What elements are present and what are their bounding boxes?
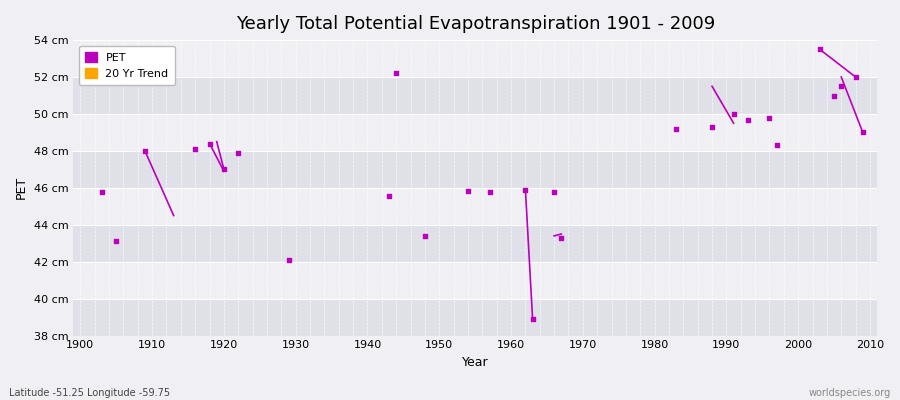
Point [418,233,432,239]
Bar [73,151,878,188]
Point [741,116,755,123]
Point [482,188,497,195]
Point [188,146,202,152]
Point [389,70,403,76]
Bar [73,77,878,114]
Bar [73,299,878,336]
Point [217,166,231,172]
Point [554,234,569,241]
X-axis label: Year: Year [462,356,489,369]
Title: Yearly Total Potential Evapotranspiration 1901 - 2009: Yearly Total Potential Evapotranspiratio… [236,15,715,33]
Point [770,142,784,148]
Point [669,126,683,132]
Legend: PET, 20 Yr Trend: PET, 20 Yr Trend [78,46,176,86]
Text: worldspecies.org: worldspecies.org [809,388,891,398]
Point [461,188,475,194]
Point [726,111,741,117]
Point [138,148,152,154]
Point [526,316,540,322]
Text: Latitude -51.25 Longitude -59.75: Latitude -51.25 Longitude -59.75 [9,388,170,398]
Point [813,46,827,52]
Point [827,92,842,99]
Point [282,257,296,263]
Bar [73,114,878,151]
Point [109,238,123,245]
Bar [73,40,878,77]
Point [705,124,719,130]
Y-axis label: PET: PET [15,176,28,200]
Point [202,140,217,147]
Bar [73,262,878,299]
Point [849,74,863,80]
Point [834,83,849,90]
Point [547,188,562,195]
Point [382,193,396,199]
Bar [73,225,878,262]
Point [856,129,870,136]
Bar [73,188,878,225]
Point [762,114,777,121]
Point [94,188,109,195]
Point [231,150,246,156]
Point [518,186,533,193]
